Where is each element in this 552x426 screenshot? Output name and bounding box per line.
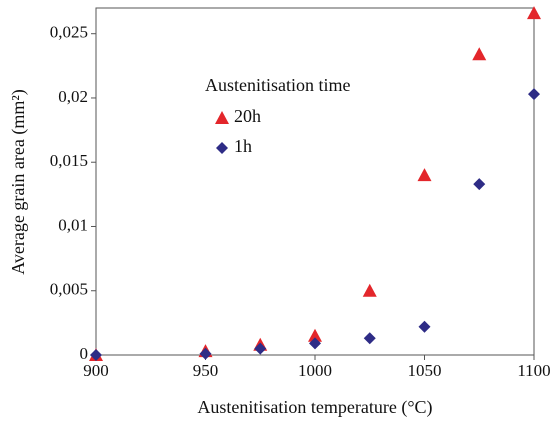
x-tick-label: 900 xyxy=(83,361,109,380)
point xyxy=(418,320,431,333)
point xyxy=(472,47,487,61)
plot-frame xyxy=(95,7,535,356)
point xyxy=(199,347,212,360)
y-tick-label: 0,02 xyxy=(58,87,88,106)
y-tick-label: 0,01 xyxy=(58,215,88,234)
legend-label: 20h xyxy=(234,106,261,126)
point xyxy=(473,178,486,191)
point xyxy=(363,332,376,345)
point xyxy=(254,342,267,355)
legend-marker xyxy=(216,142,228,154)
point xyxy=(308,328,322,342)
legend-title: Austenitisation time xyxy=(205,75,351,95)
x-tick-label: 1000 xyxy=(298,361,332,380)
x-axis-label: Austenitisation temperature (°C) xyxy=(197,397,432,418)
point xyxy=(528,88,540,101)
x-tick-label: 950 xyxy=(193,361,219,380)
y-tick-label: 0,015 xyxy=(50,151,88,170)
y-tick-label: 0,005 xyxy=(50,280,88,299)
point xyxy=(309,337,321,350)
x-tick-label: 1100 xyxy=(517,361,550,380)
y-tick-label: 0,025 xyxy=(50,23,88,42)
point xyxy=(527,6,541,20)
legend-marker xyxy=(215,111,229,124)
x-tick-label: 1050 xyxy=(408,361,442,380)
point xyxy=(417,168,432,182)
point xyxy=(90,349,102,361)
y-tick-label: 0 xyxy=(80,344,89,363)
legend-label: 1h xyxy=(234,136,252,156)
y-axis-label: Average grain area (mm²) xyxy=(8,89,29,274)
point xyxy=(362,283,377,297)
